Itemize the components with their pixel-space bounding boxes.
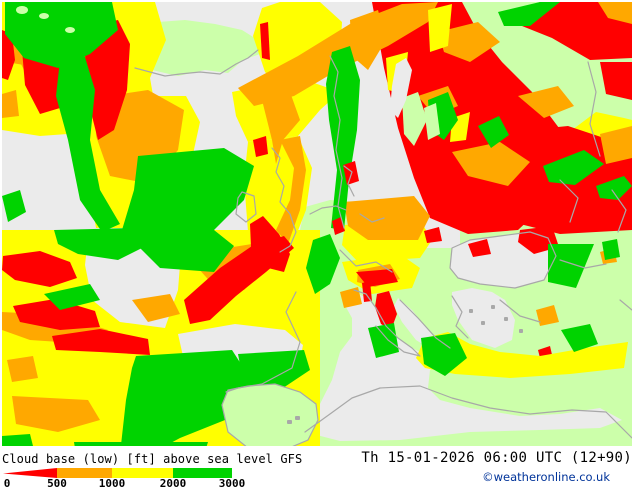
legend-colorbar xyxy=(3,468,232,478)
legend-swatch-500-1000 xyxy=(57,468,112,478)
legend-tick-0: 0 xyxy=(3,477,11,490)
map-datetime: Th 15-01-2026 06:00 UTC (12+90) xyxy=(361,450,632,466)
legend-swatch-1000-2000 xyxy=(112,468,173,478)
map-layer-red-cores xyxy=(2,2,559,362)
legend-tick-2000: 2000 xyxy=(159,477,187,490)
copyright-link[interactable]: ©weatheronline.co.uk xyxy=(482,470,610,484)
map-layer-green xyxy=(2,2,632,446)
legend-wedge-0-500 xyxy=(3,468,57,478)
legend-tick-500: 500 xyxy=(47,477,67,490)
legend-tick-1000: 1000 xyxy=(98,477,126,490)
map-title: Cloud base (low) [ft] above sea level GF… xyxy=(2,452,303,466)
legend-swatch-2000-3000 xyxy=(173,468,232,478)
map-layer-coastlines xyxy=(134,49,632,439)
europe-cloud-base-map xyxy=(2,2,632,446)
map-layer-baltic-sea xyxy=(368,58,412,196)
legend-tick-3000: 3000 xyxy=(218,477,246,490)
map-layer-pale-patches xyxy=(16,6,440,146)
